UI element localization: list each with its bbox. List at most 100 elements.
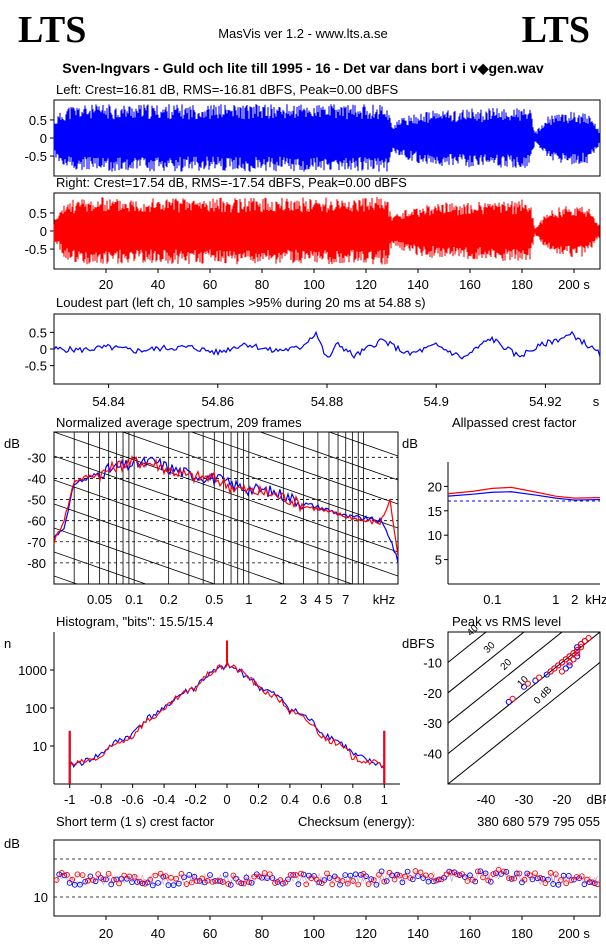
- short-crest-point-right: [391, 876, 398, 883]
- histogram-xtick-label: -0.6: [121, 792, 143, 807]
- loudest-xtick-label: 54.86: [202, 394, 235, 409]
- spectrum-grid: [54, 432, 399, 584]
- waveform-right-ytick-label: -0.5: [25, 242, 47, 257]
- peak-rms-ytick-label: -20: [423, 686, 442, 701]
- spectrum-slope: [54, 503, 285, 584]
- short-crest-point-right: [142, 880, 148, 887]
- short-crest-point-right: [495, 866, 502, 873]
- spectrum-slope: [190, 432, 398, 505]
- short-crest-xtick-label: 180: [511, 926, 533, 941]
- short-crest-point-right: [136, 878, 143, 885]
- short-crest-point-left: [529, 876, 536, 883]
- short-crest-point-left: [430, 878, 437, 885]
- short-crest-point-right: [282, 879, 289, 886]
- peak-rms-point-right: [574, 647, 581, 654]
- peak-rms-point-left: [574, 644, 581, 651]
- crest-ylabel: dB: [402, 436, 418, 451]
- short-crest-point-left: [565, 872, 572, 879]
- short-crest-title: Short term (1 s) crest factor: [56, 814, 215, 829]
- short-crest-point-right: [277, 877, 284, 883]
- peak-rms-point-left: [562, 665, 569, 672]
- short-crest-point-right: [526, 872, 533, 879]
- short-crest-point-right: [516, 870, 523, 877]
- spectrum-ytick-label: -30: [27, 450, 46, 465]
- short-crest-point-right: [344, 880, 351, 887]
- histogram-xtick-label: 0.2: [249, 792, 267, 807]
- spectrum-slope: [121, 432, 398, 529]
- short-crest-point-right: [433, 877, 440, 884]
- peak-rms-xtick-label: -20: [553, 792, 572, 807]
- short-crest-point-left: [279, 880, 286, 887]
- peak-rms-point-left: [566, 662, 573, 669]
- short-crest-point-right: [214, 878, 221, 884]
- short-crest-point-right: [448, 869, 455, 876]
- short-crest-point-left: [269, 875, 276, 881]
- waveform-right-wave: [53, 197, 600, 265]
- short-crest-point-left: [222, 871, 229, 878]
- short-crest-point-left: [175, 880, 182, 887]
- short-crest-point-right: [256, 873, 263, 880]
- spectrum-frame: [53, 431, 399, 585]
- short-crest-point-right: [194, 878, 200, 884]
- short-crest-point-left: [243, 874, 250, 881]
- loudest-xtick-label: 54.88: [311, 394, 344, 409]
- short-crest-point-right: [552, 871, 559, 878]
- crest-series-left: [447, 491, 601, 501]
- checksum-value: 380 680 579 795 055: [477, 814, 600, 829]
- short-crest-point-right: [313, 876, 320, 883]
- short-crest-point-right: [547, 869, 554, 876]
- crest-ytick-label: 5: [435, 553, 442, 568]
- short-crest-point-right: [542, 880, 549, 886]
- file-title: Sven-Ingvars - Guld och lite till 1995 -…: [62, 60, 544, 76]
- short-crest-point-right: [438, 876, 445, 883]
- waveform-right-xtick-label: 20: [99, 277, 113, 292]
- histogram-xtick-label: 0.8: [344, 792, 362, 807]
- short-crest-point-right: [578, 873, 585, 880]
- peak-rms-ytick-label: -40: [423, 747, 442, 762]
- peak-rms-point-left: [574, 653, 581, 660]
- short-crest-ytick-label: 10: [34, 890, 48, 905]
- loudest-part-frame: [53, 313, 601, 385]
- short-crest-point-right: [272, 880, 278, 886]
- app-version-label: MasVis ver 1.2 - www.lts.a.se: [218, 26, 388, 41]
- short-crest-point-right: [511, 875, 518, 882]
- waveform-right-xtick-label: 200 s: [558, 277, 590, 292]
- short-crest-point-right: [339, 878, 346, 884]
- short-crest-point-right: [173, 875, 180, 882]
- spectrum-xtick-label: 5: [325, 592, 332, 607]
- short-crest-point-right: [370, 877, 377, 883]
- crest-xtick-label: 0.1: [483, 592, 501, 607]
- spectrum-ylabel: dB: [4, 436, 20, 451]
- waveform-right-xtick-label: 140: [407, 277, 429, 292]
- crest-ytick-label: 15: [428, 504, 442, 519]
- crest-xtick-label: 2: [571, 592, 578, 607]
- short-crest-point-right: [303, 881, 310, 888]
- peak-rms-point-right: [558, 668, 566, 675]
- short-crest-point-right: [396, 872, 403, 879]
- spectrum-slope: [54, 527, 216, 584]
- spectrum-slope-lines: [54, 432, 398, 584]
- loudest-xtick-label: 54.9: [424, 394, 449, 409]
- short-crest-xtick-label: 100: [303, 926, 325, 941]
- short-crest-xtick-label: 200 s: [558, 926, 590, 941]
- short-crest-xtick-label: 20: [99, 926, 113, 941]
- short-crest-point-right: [188, 879, 195, 886]
- histogram-ylabel: n: [4, 636, 11, 651]
- short-crest-point-right: [485, 877, 492, 884]
- peak-rms-point-right: [570, 656, 577, 663]
- histogram-xtick-label: -1: [64, 792, 76, 807]
- short-crest-point-left: [337, 881, 343, 888]
- histogram-title: Histogram, "bits": 15.5/15.4: [56, 614, 213, 629]
- histogram-ytick-label: 10: [33, 739, 47, 754]
- peak-rms-diagonal-label: 30: [482, 640, 498, 656]
- short-crest-point-right: [53, 877, 60, 883]
- short-crest-point-left: [82, 878, 89, 885]
- spectrum-slope: [54, 551, 147, 584]
- peak-rms-ylabel: dBFS: [402, 636, 435, 651]
- short-crest-point-right: [116, 880, 122, 887]
- crest-xtick-label: kHz: [585, 592, 606, 607]
- short-crest-point-right: [162, 873, 169, 879]
- lts-logo-right: LTS: [521, 9, 590, 51]
- short-crest-point-right: [589, 879, 596, 886]
